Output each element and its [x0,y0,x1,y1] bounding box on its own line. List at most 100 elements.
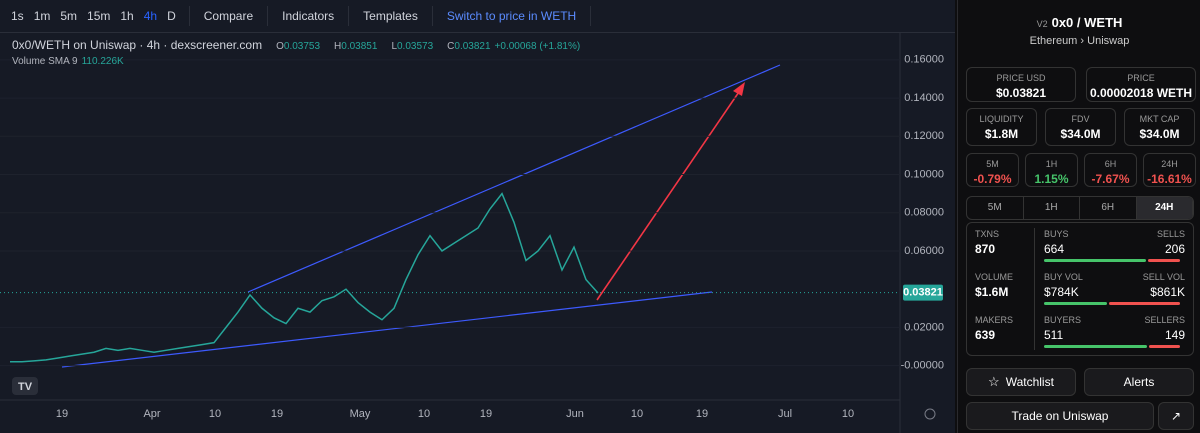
metric-card-label: LIQUIDITY [979,114,1024,124]
watchlist-icon: ☆ [988,374,1000,389]
change-card: 1H 1.15% [1025,153,1078,187]
ohlc-item: C0.03821 [447,41,490,52]
separator: › [1080,35,1085,47]
watchlist-button[interactable]: ☆ Watchlist [966,368,1076,396]
x-tick-label: May [350,408,371,420]
ohlc-label: O [276,41,284,52]
arrow-line [596,85,744,301]
settings-icon[interactable] [924,408,936,420]
stat-right-label: SELLERS [1144,315,1185,325]
pair: / WETH [1076,15,1123,30]
x-tick-label: 19 [696,408,708,420]
price-card: PRICE 0.00002018 WETH [1086,67,1196,102]
stat-left-value: 664 [1044,242,1065,256]
x-tick-label: 10 [631,408,643,420]
ratio-bar-sell [1149,345,1180,348]
chart-title: 0x0/WETH on Uniswap · 4h · dexscreener.c… [12,38,263,52]
change-card: 24H -16.61% [1143,153,1196,187]
interval-button[interactable]: 5m [60,9,78,23]
volume-legend: Volume SMA 9 110.226K [12,56,124,67]
stat-left-label: BUYS [1044,229,1069,239]
change-card-value: -7.67% [1091,172,1130,186]
toolbar: 1s 1m 5m 15m 1h 4h D Compare Indicators Templates… [0,0,955,33]
ohlc-label: L [391,41,397,52]
interval-button[interactable]: 1m [33,9,51,23]
interval-button[interactable]: 15m [87,9,111,23]
ratio-bar-sell [1147,259,1180,262]
stat-left-value: 511 [1044,328,1064,342]
y-tick-label: 0.12000 [904,130,944,142]
chain: Ethereum [1029,35,1078,47]
change-card: 6H -7.67% [1084,153,1137,187]
change-card-label: 5M [986,159,999,169]
tab[interactable]: 5M [967,197,1024,219]
change-card-label: 6H [1104,159,1117,169]
toolbar-button[interactable]: Switch to price in WETH [446,9,577,23]
ohlc-value: 0.03821 [454,41,491,52]
tab[interactable]: 1H [1024,197,1080,219]
metric-card-value: $1.8M [984,127,1019,141]
tab[interactable]: 24H [1136,197,1193,219]
price-line [10,192,599,363]
change-card-value: 1.15% [1034,172,1069,186]
alerts-button[interactable]: Alerts [1084,368,1194,396]
ohlc-item: H0.03851 [334,41,377,52]
volume-label: Volume [12,56,46,67]
trade-text: Trade on Uniswap [1011,409,1109,423]
trade-button[interactable]: Trade on Uniswap [966,402,1154,430]
divider [348,6,350,26]
stat-label: MAKERS [975,315,1014,325]
vertical-divider [1034,228,1035,350]
metric-card: LIQUIDITY $1.8M [966,108,1037,146]
trend-line-upper [247,64,781,293]
svg-text:TV: TV [18,381,33,393]
interval-button[interactable]: 1h [120,9,134,23]
interval-button[interactable]: D [167,9,176,23]
pair-panel: V2 0x0 / WETH Ethereum › Uniswap PRICE US… [957,0,1200,433]
dex: Uniswap [1087,35,1130,47]
ohlc-value: 0.03753 [283,41,321,52]
toolbar-button[interactable]: Templates [363,9,418,23]
x-tick-label: Apr [143,408,160,420]
tabs: 5M 1H 6H 24H [966,196,1194,220]
ratio-bar-sell [1108,302,1180,305]
ohlc-item: O0.03753 [276,41,320,52]
interval-button[interactable]: 4h [143,9,158,23]
divider [431,6,433,26]
stat-left-label: BUYERS [1044,315,1082,325]
price-card-value: 0.00002018 WETH [1089,86,1193,100]
y-tick-label: -0.00000 [901,360,944,372]
divider [188,6,190,26]
stat-value: $1.6M [975,285,1009,299]
stat-right-value: 149 [1164,328,1185,342]
last-price-box [903,284,943,301]
stat-right-value: $861K [1150,285,1185,299]
y-tick-label: 0.14000 [904,92,944,104]
toolbar-button[interactable]: Indicators [282,9,335,23]
change-card-value: -16.61% [1147,172,1192,186]
y-tick-label: 0.02000 [904,321,944,333]
change-card-value: -0.79% [973,172,1012,186]
ratio-bar-buy [1044,259,1146,262]
volume-sma: SMA 9 [48,56,78,67]
tab[interactable]: 6H [1080,197,1137,219]
metric-card-label: MKT CAP [1139,114,1180,124]
y-tick-label: 0.10000 [904,168,944,180]
stat-left-value: $784K [1044,285,1079,299]
x-tick-label: Jul [778,408,792,420]
ohlc-label: C [447,41,455,52]
interval-button[interactable]: 1s [11,9,24,23]
ratio-bar-buy [1044,345,1148,348]
chart-bg [0,0,955,433]
chart-legend: 0x0/WETH on Uniswap · 4h · dexscreener.c… [12,38,580,52]
external-link-button[interactable]: ↗ [1158,402,1194,430]
change-card: 5M -0.79% [966,153,1019,187]
metric-card: MKT CAP $34.0M [1124,108,1195,146]
volume-value: 110.226K [81,56,124,67]
token: 0x0 [1051,15,1074,30]
watchlist-text: Watchlist [1005,375,1054,389]
version: V2 [1036,19,1048,29]
x-tick-label: 10 [842,408,854,420]
toolbar-button[interactable]: Compare [203,9,254,23]
x-tick-label: 10 [418,408,430,420]
